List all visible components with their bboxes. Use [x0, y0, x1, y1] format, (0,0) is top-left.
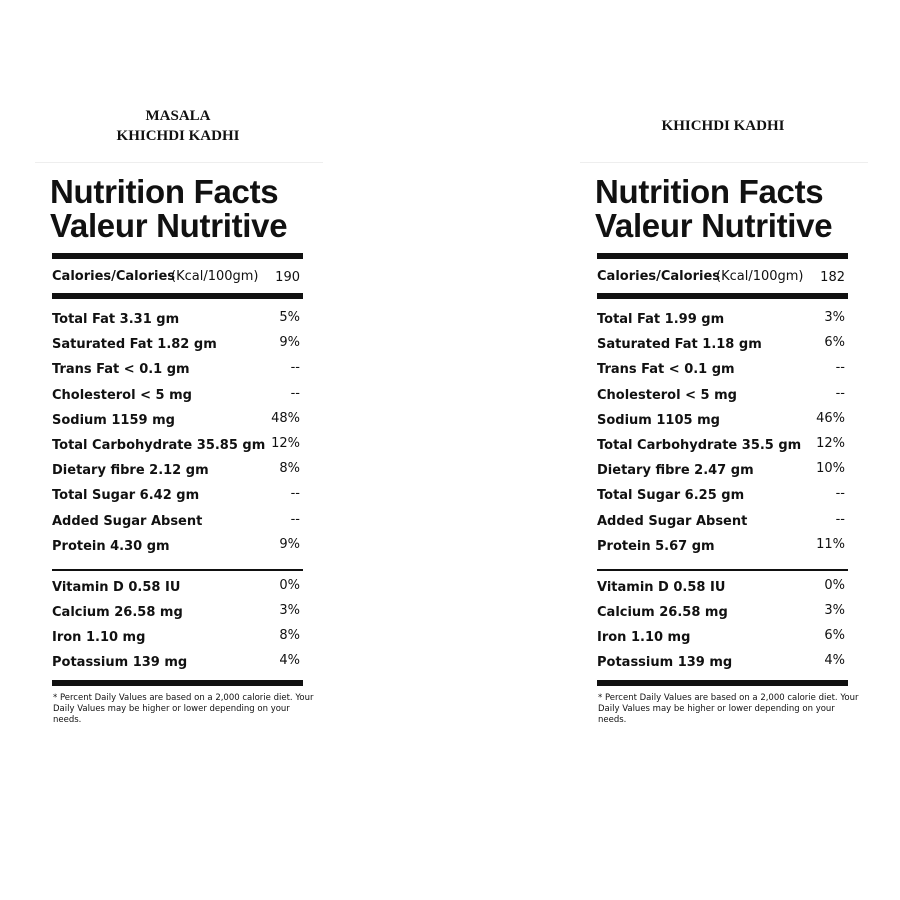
- footnote: * Percent Daily Values are based on a 2,…: [598, 693, 859, 703]
- daily-value: 3%: [279, 603, 300, 618]
- nutrient-name: Added Sugar Absent: [52, 513, 203, 529]
- daily-value: 8%: [279, 461, 300, 477]
- heading: Nutrition Facts: [50, 173, 279, 210]
- heading: Nutrition Facts: [595, 173, 824, 210]
- product-name: KHICHDI KADHI: [116, 128, 240, 144]
- daily-value: --: [835, 486, 845, 502]
- daily-value: --: [835, 385, 845, 401]
- nutrient-name: Dietary fibre 2.47 gm: [597, 463, 754, 479]
- nutrient-name: Cholesterol < 5 mg: [597, 387, 737, 403]
- daily-value: 3%: [824, 310, 845, 325]
- daily-value: 0%: [279, 578, 300, 593]
- mineral-name: Vitamin D 0.58 IU: [597, 580, 726, 595]
- nutrient-name: Trans Fat < 0.1 gm: [52, 362, 190, 378]
- calories-value: 190: [275, 270, 300, 285]
- daily-value: 12%: [816, 436, 845, 451]
- calories-value: 182: [820, 270, 845, 285]
- footnote: needs.: [598, 715, 627, 725]
- daily-value: 0%: [824, 578, 845, 593]
- calories-label: Calories/Calories: [52, 269, 175, 284]
- heading: Valeur Nutritive: [50, 207, 288, 244]
- nutrient-name: Sodium 1105 mg: [597, 412, 720, 428]
- nutrient-name: Protein 5.67 gm: [597, 538, 715, 554]
- mineral-name: Potassium 139 mg: [52, 655, 188, 670]
- rule-thick: [597, 253, 848, 259]
- footnote: Daily Values may be higher or lower depe…: [598, 704, 835, 714]
- nutrient-name: Total Fat 1.99 gm: [597, 312, 725, 327]
- rule-thin: [597, 569, 848, 571]
- mineral-name: Calcium 26.58 mg: [597, 605, 728, 620]
- rule-thin: [52, 569, 303, 571]
- nutrient-name: Saturated Fat 1.82 gm: [52, 337, 217, 353]
- nutrient-name: Total Sugar 6.25 gm: [597, 488, 745, 504]
- daily-value: --: [290, 486, 300, 502]
- calories-unit: (Kcal/100gm): [716, 269, 804, 284]
- nutrient-name: Saturated Fat 1.18 gm: [597, 337, 762, 353]
- daily-value: 8%: [279, 628, 300, 643]
- daily-value: 11%: [816, 536, 845, 552]
- divider: [35, 162, 323, 163]
- daily-value: --: [835, 511, 845, 527]
- daily-value: 3%: [824, 603, 845, 618]
- heading: Valeur Nutritive: [595, 207, 833, 244]
- nutrient-name: Total Carbohydrate 35.85 gm: [52, 438, 266, 453]
- daily-value: 46%: [816, 410, 845, 426]
- calories-label: Calories/Calories: [597, 269, 720, 284]
- daily-value: 6%: [824, 628, 845, 643]
- nutrient-name: Cholesterol < 5 mg: [52, 387, 192, 403]
- rule-thick: [597, 680, 848, 686]
- daily-value: --: [835, 360, 845, 376]
- mineral-name: Vitamin D 0.58 IU: [52, 580, 181, 595]
- mineral-name: Iron 1.10 mg: [52, 630, 146, 645]
- nutrient-name: Total Fat 3.31 gm: [52, 312, 180, 327]
- mineral-name: Potassium 139 mg: [597, 655, 733, 670]
- daily-value: 9%: [279, 536, 300, 552]
- product-name: MASALA: [145, 108, 211, 124]
- nutrient-name: Protein 4.30 gm: [52, 538, 170, 554]
- daily-value: 48%: [271, 410, 300, 426]
- daily-value: 12%: [271, 436, 300, 451]
- nutrient-name: Total Sugar 6.42 gm: [52, 488, 200, 504]
- rule-thick: [52, 293, 303, 299]
- rule-thick: [597, 293, 848, 299]
- divider: [580, 162, 868, 163]
- daily-value: 9%: [279, 335, 300, 351]
- daily-value: --: [290, 360, 300, 376]
- calories-unit: (Kcal/100gm): [171, 269, 259, 284]
- daily-value: --: [290, 511, 300, 527]
- footnote: * Percent Daily Values are based on a 2,…: [53, 693, 314, 703]
- mineral-name: Calcium 26.58 mg: [52, 605, 183, 620]
- mineral-name: Iron 1.10 mg: [597, 630, 691, 645]
- nutrient-name: Total Carbohydrate 35.5 gm: [597, 438, 802, 453]
- nutrient-name: Added Sugar Absent: [597, 513, 748, 529]
- daily-value: 4%: [279, 653, 300, 668]
- daily-value: 6%: [824, 335, 845, 351]
- footnote: needs.: [53, 715, 82, 725]
- rule-thick: [52, 680, 303, 686]
- footnote: Daily Values may be higher or lower depe…: [53, 704, 290, 714]
- nutrient-name: Sodium 1159 mg: [52, 412, 175, 428]
- rule-thick: [52, 253, 303, 259]
- nutrient-name: Trans Fat < 0.1 gm: [597, 362, 735, 378]
- nutrient-name: Dietary fibre 2.12 gm: [52, 463, 209, 479]
- product-name: KHICHDI KADHI: [661, 118, 785, 134]
- daily-value: 10%: [816, 461, 845, 477]
- daily-value: --: [290, 385, 300, 401]
- daily-value: 4%: [824, 653, 845, 668]
- daily-value: 5%: [279, 310, 300, 325]
